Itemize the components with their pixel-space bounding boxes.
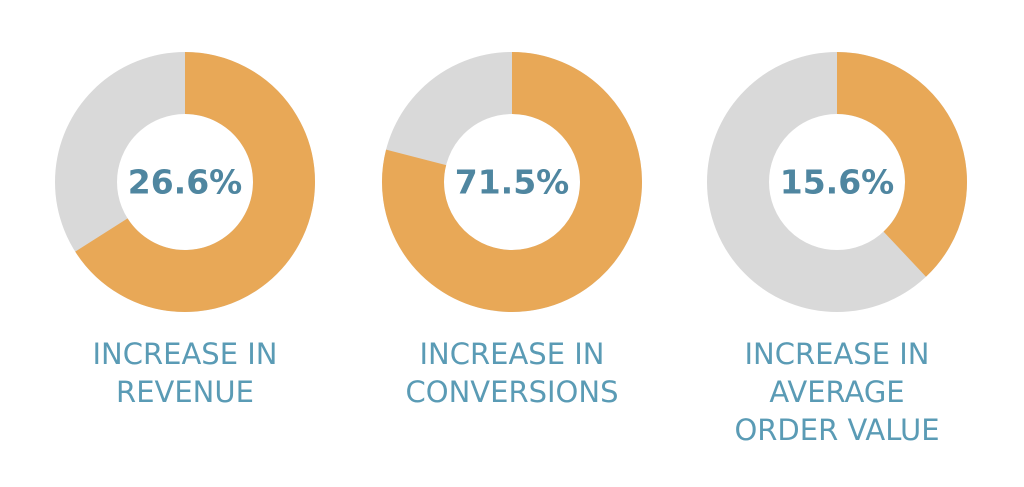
stat-value: 15.6% (780, 163, 895, 202)
stat-value: 26.6% (128, 163, 243, 202)
ring-arc (382, 52, 642, 312)
ring-arc (835, 52, 967, 277)
stat-caption: REVENUE (116, 375, 254, 409)
stat-value: 71.5% (455, 163, 570, 202)
ring-arc (75, 52, 315, 312)
stat-caption: INCREASE IN (744, 337, 929, 371)
stat-caption: INCREASE IN (92, 337, 277, 371)
stat-caption: AVERAGE (769, 375, 904, 409)
stat-caption: ORDER VALUE (734, 413, 939, 447)
stat-caption: CONVERSIONS (406, 375, 619, 409)
stat-caption: INCREASE IN (419, 337, 604, 371)
